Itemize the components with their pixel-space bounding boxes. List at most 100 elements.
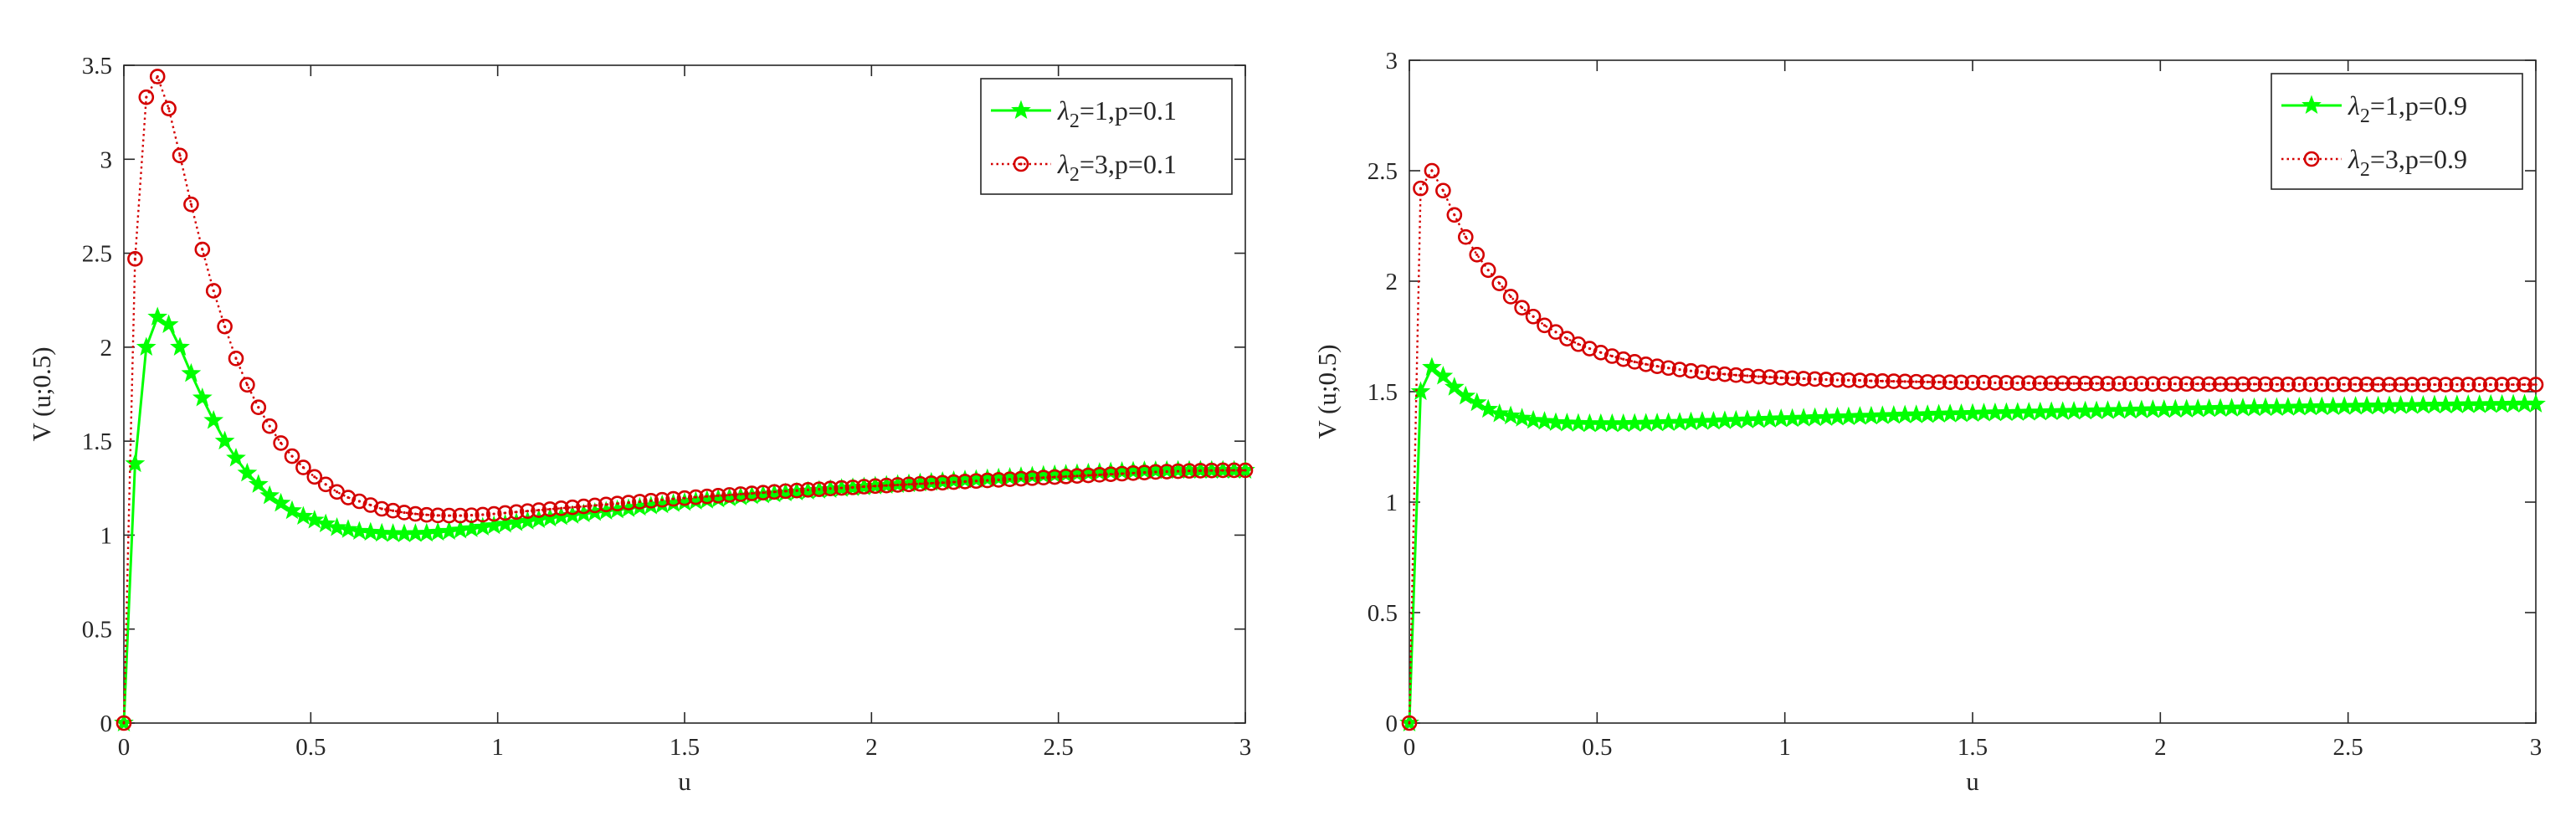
chart-1-series-2-point [732, 486, 749, 502]
chart-2-series-2-point [2178, 376, 2195, 392]
chart-1-series-2-point [273, 435, 289, 451]
chart-1-series-2-point [452, 507, 469, 524]
chart-1-series-2-point [934, 475, 951, 491]
chart-1-series-2-point [317, 476, 334, 493]
chart-1-series-2-point [990, 472, 1007, 488]
chart-1-series-2-point [1035, 469, 1052, 486]
chart-2-series-2-point [1514, 300, 1530, 316]
chart-1-series-2-point [957, 474, 973, 490]
chart-1-legend-item-1: λ2=1,p=0.1 [991, 95, 1177, 132]
chart-2-series-2-point [1671, 362, 1688, 377]
chart-2-series-2-point [2393, 377, 2409, 392]
chart-2-series-2-point [2358, 376, 2375, 392]
chart-1-series-2-point [205, 283, 222, 299]
chart-1-series-2-point [172, 147, 188, 164]
chart-1-series-2-point [408, 505, 423, 522]
chart-2-series-2-point [2527, 377, 2544, 392]
chart-1-legend-label: λ2=1,p=0.1 [1057, 95, 1177, 132]
chart-2-series-2-point [1716, 366, 1733, 382]
chart-1-series-2-point [138, 89, 155, 105]
chart-2-series-2-point [2291, 376, 2307, 392]
chart-1-series-2-point [620, 495, 637, 510]
chart-1-series-2-point [564, 499, 581, 516]
chart-1-series-1-point [338, 519, 358, 538]
chart-2-series-2-point [1762, 369, 1778, 385]
chart-1-legend-box [980, 78, 1233, 195]
chart-1-series-2-point [1102, 466, 1119, 482]
chart-2-series-2-point [2269, 376, 2285, 392]
chart-2-series-2-point [1547, 324, 1564, 341]
chart-2-series-1-point [1445, 377, 1465, 396]
chart-1-series-2-point [1002, 471, 1018, 488]
chart-2-series-2-point [1784, 370, 1800, 387]
chart-2-series-2-point [2505, 377, 2522, 392]
chart-2-series-2-point [1401, 715, 1418, 731]
chart-1-xtick-label: 0.5 [295, 734, 326, 761]
chart-1-series-2-point [968, 473, 984, 490]
chart-1-series-2-point [811, 481, 828, 497]
chart-2-series-2-point [1683, 362, 1699, 379]
chart-2-series-2 [1401, 162, 2544, 731]
chart-1-series-2-point [1125, 465, 1142, 481]
chart-2-series-2-point [2021, 375, 2037, 392]
chart-1-series-1-point [125, 453, 146, 473]
chart-2-series-2-point [1987, 375, 2004, 391]
chart-1-legend-label: λ2=3,p=0.1 [1057, 149, 1177, 186]
chart-2-series-2-point [2482, 377, 2499, 392]
chart-1-series-2-point [1226, 462, 1242, 479]
chart-1-series-2-point [1147, 464, 1164, 480]
chart-1-ytick-label: 2 [100, 335, 113, 362]
chart-1-series-2-point [867, 478, 884, 495]
chart-2-series-2-point [2235, 376, 2251, 392]
chart-1-series-2-point [295, 459, 311, 475]
chart-2-legend-item-1: λ2=1,p=0.9 [2281, 90, 2467, 127]
chart-1-series-1-point [293, 505, 314, 526]
chart-2-series-2-point [2471, 377, 2487, 392]
chart-2-series-2-point [1728, 367, 1744, 383]
chart-2-series-2-point [1953, 374, 1969, 391]
chart-2-series-2-point [2212, 376, 2229, 392]
chart-1-series-1-point [136, 336, 157, 356]
chart-1-ytick-label: 0.5 [82, 617, 112, 644]
chart-1-series-2-point [844, 480, 861, 495]
chart-2-ylabel: V (u;0.5) [1312, 344, 1342, 439]
chart-2-series-2-point [2302, 376, 2319, 392]
chart-1-series-2-point [520, 503, 536, 519]
chart-1-legend-marker [1013, 156, 1029, 172]
chart-2: 0 0.5 1 1.5 2 2.5 3 0 0.5 1 1.5 2 2.5 3 u V (u;0.5) λ2=1… [1312, 48, 2546, 796]
chart-2-series-2-point [1615, 351, 1632, 367]
chart-2-series-2-point [2325, 376, 2342, 392]
chart-1-series-1-point [259, 485, 280, 505]
chart-2-series-2-point [1413, 180, 1429, 197]
chart-1-series-2-point [912, 475, 928, 492]
chart-1-series-2-point [946, 474, 962, 490]
chart-2-series-2-point [1525, 308, 1542, 325]
chart-2-ytick-label: 0 [1386, 711, 1398, 737]
chart-2-series-2-point [1840, 372, 1857, 388]
chart-1-series-1-point [192, 387, 213, 407]
chart-2-xtick-label: 2 [2154, 734, 2167, 761]
chart-2-series-2-point [2494, 377, 2510, 392]
chart-1-series-2-point [878, 477, 895, 494]
chart-2-series-2-point [1896, 373, 1913, 390]
chart-2-series-2-point [1919, 374, 1936, 390]
chart-1-series-2-point [1170, 463, 1186, 480]
chart-2-series-1-point [1523, 409, 1543, 429]
chart-2-series-1-point [1410, 381, 1431, 401]
chart-2-series-2-point [2460, 377, 2476, 392]
chart-2-series-2-point [1964, 374, 1981, 391]
chart-2-xlabel: u [1966, 767, 1979, 796]
chart-1-series-2-point [979, 472, 996, 489]
chart-1-series-2-point [228, 351, 244, 367]
chart-1-series-2-point [250, 399, 267, 416]
chart-2-series-2-point [1750, 368, 1767, 385]
chart-2-series-2-point [1649, 358, 1665, 374]
chart-2-series-2-point [1491, 275, 1507, 291]
chart-2-series-2-point [2122, 376, 2138, 392]
chart-1-series-2-point [1114, 465, 1130, 482]
chart-2-series-2-point [2189, 376, 2206, 392]
chart-2-series-2-point [2336, 376, 2353, 392]
chart-2-series-1-point [1489, 403, 1510, 423]
chart-1-series-2-point [643, 493, 659, 509]
